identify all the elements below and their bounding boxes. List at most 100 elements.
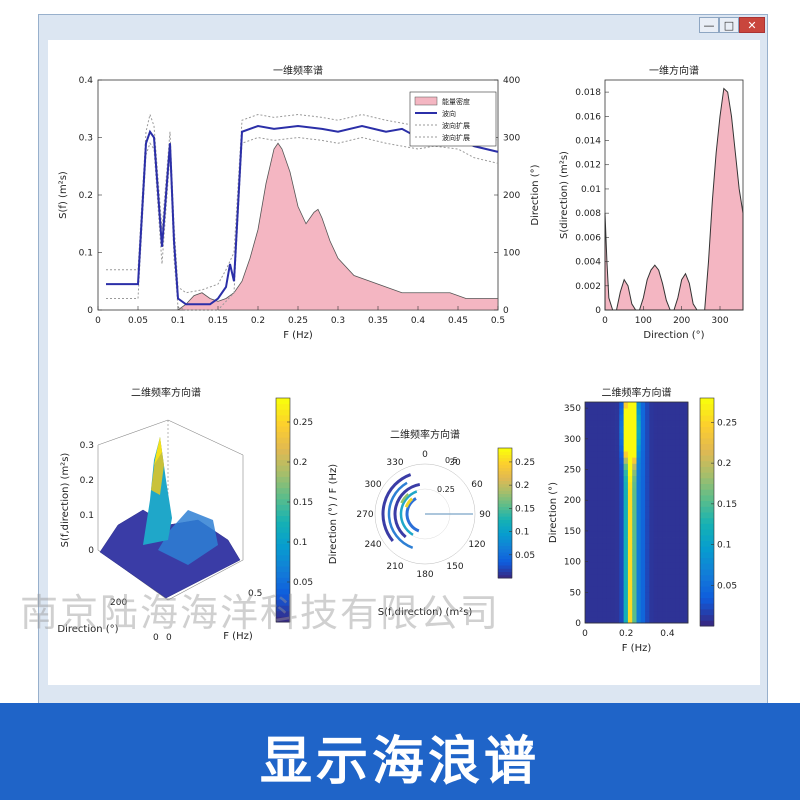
heatmap-cell <box>606 481 612 489</box>
heatmap-cell <box>585 512 590 520</box>
heatmap-cell <box>597 481 603 489</box>
heatmap-cell <box>593 444 599 452</box>
close-button[interactable]: ✕ <box>739 17 765 33</box>
heatmap-cell <box>627 555 633 563</box>
heatmap-cell <box>657 463 663 470</box>
heatmap-colorbar-tick-label: 0.15 <box>717 500 737 510</box>
heatmap-cell <box>589 580 594 587</box>
heatmap-cell <box>632 561 637 569</box>
heatmap-cell <box>683 555 689 563</box>
legend-label: 波向扩展 <box>442 121 470 130</box>
heatmap-cell <box>615 506 620 513</box>
heatmap-cell <box>636 549 642 556</box>
polar-colorbar-band <box>498 516 512 520</box>
angle-tick-label: 90 <box>479 510 491 520</box>
polar-colorbar-band <box>498 454 512 459</box>
heatmap-cell <box>615 616 620 624</box>
heatmap-cell <box>645 561 650 569</box>
heatmap-cell <box>645 604 650 612</box>
heatmap-cell <box>636 616 642 624</box>
polar-colorbar-band <box>498 535 512 540</box>
heatmap-cell <box>632 494 637 501</box>
heatmap-cell <box>602 408 607 415</box>
heatmap-cell <box>589 616 594 624</box>
heatmap-cell <box>606 530 612 538</box>
heatmap-cell <box>645 438 650 446</box>
heatmap-cell <box>666 549 672 556</box>
heatmap-cell <box>670 408 676 415</box>
heatmap-cell <box>636 537 642 544</box>
heatmap-cell <box>585 469 590 477</box>
heatmap-cell <box>585 451 590 458</box>
heatmap-cell <box>640 420 646 427</box>
heatmap-cell <box>585 408 590 415</box>
heatmap-cell <box>585 610 590 618</box>
y-tick-label: 0.014 <box>575 137 601 147</box>
heatmap-cell <box>589 500 594 507</box>
heatmap-cell <box>662 506 667 513</box>
heatmap-cell <box>623 518 629 526</box>
x-tick-label: 200 <box>673 316 690 326</box>
heatmap-cell <box>585 537 590 544</box>
heatmap-cell <box>619 426 625 434</box>
heatmap-colorbar-band <box>700 398 714 405</box>
heatmap-cell <box>636 494 642 501</box>
heatmap-cell <box>615 451 620 458</box>
surface-colorbar-band <box>276 420 290 427</box>
heatmap-cell <box>593 610 599 618</box>
heatmap-cell <box>649 580 655 587</box>
heatmap-cell <box>662 457 667 464</box>
heatmap-cell <box>619 451 625 458</box>
polar-spectrum-arc <box>404 497 414 508</box>
direction-spread-line <box>106 112 499 294</box>
heatmap-cell <box>670 561 676 569</box>
heatmap-cell <box>657 481 663 489</box>
heatmap-cell <box>649 549 655 556</box>
heatmap-cell <box>589 408 594 415</box>
heatmap-cell <box>619 543 625 550</box>
heatmap-cell <box>597 408 603 415</box>
surface-colorbar-band <box>276 448 290 455</box>
heatmap-cell <box>640 592 646 599</box>
heatmap-cell <box>649 500 655 507</box>
heatmap-cell <box>640 616 646 624</box>
heatmap-cell <box>619 567 625 575</box>
heatmap-cell <box>602 512 607 520</box>
heatmap-cell <box>645 555 650 563</box>
heatmap-cell <box>649 414 655 421</box>
y-axis-label: Direction (°) <box>57 624 118 635</box>
heatmap-cell <box>627 402 633 409</box>
heatmap-cell <box>653 567 659 575</box>
heatmap-cell <box>619 524 625 532</box>
heatmap-cell <box>632 610 637 618</box>
heatmap-cell <box>649 604 655 612</box>
polar-colorbar-band <box>498 552 512 556</box>
heatmap-cell <box>632 444 637 452</box>
heatmap-cell <box>589 561 594 569</box>
heatmap-cell <box>657 500 663 507</box>
heatmap-cell <box>619 555 625 563</box>
heatmap-cell <box>585 580 590 587</box>
heatmap-cell <box>662 561 667 569</box>
heatmap-cell <box>615 481 620 489</box>
minimize-button[interactable]: — <box>699 17 719 33</box>
heatmap-cell <box>666 432 672 440</box>
heatmap-cell <box>666 506 672 513</box>
heatmap-cell <box>632 487 637 495</box>
heatmap-cell <box>606 555 612 563</box>
maximize-button[interactable]: □ <box>719 17 739 33</box>
heatmap-cell <box>675 512 680 520</box>
heatmap-cell <box>632 463 637 470</box>
heatmap-cell <box>649 487 655 495</box>
heatmap-cell <box>653 494 659 501</box>
heatmap-cell <box>632 469 637 477</box>
heatmap-cell <box>636 512 642 520</box>
heatmap-cell <box>627 537 633 544</box>
heatmap-cell <box>679 444 685 452</box>
heatmap-cell <box>627 481 633 489</box>
polar-colorbar-band <box>498 522 512 527</box>
x-tick-label: 0 <box>95 316 101 326</box>
heatmap-cell <box>679 616 685 624</box>
surface-colorbar-band <box>276 616 290 623</box>
heatmap-cell <box>619 537 625 544</box>
